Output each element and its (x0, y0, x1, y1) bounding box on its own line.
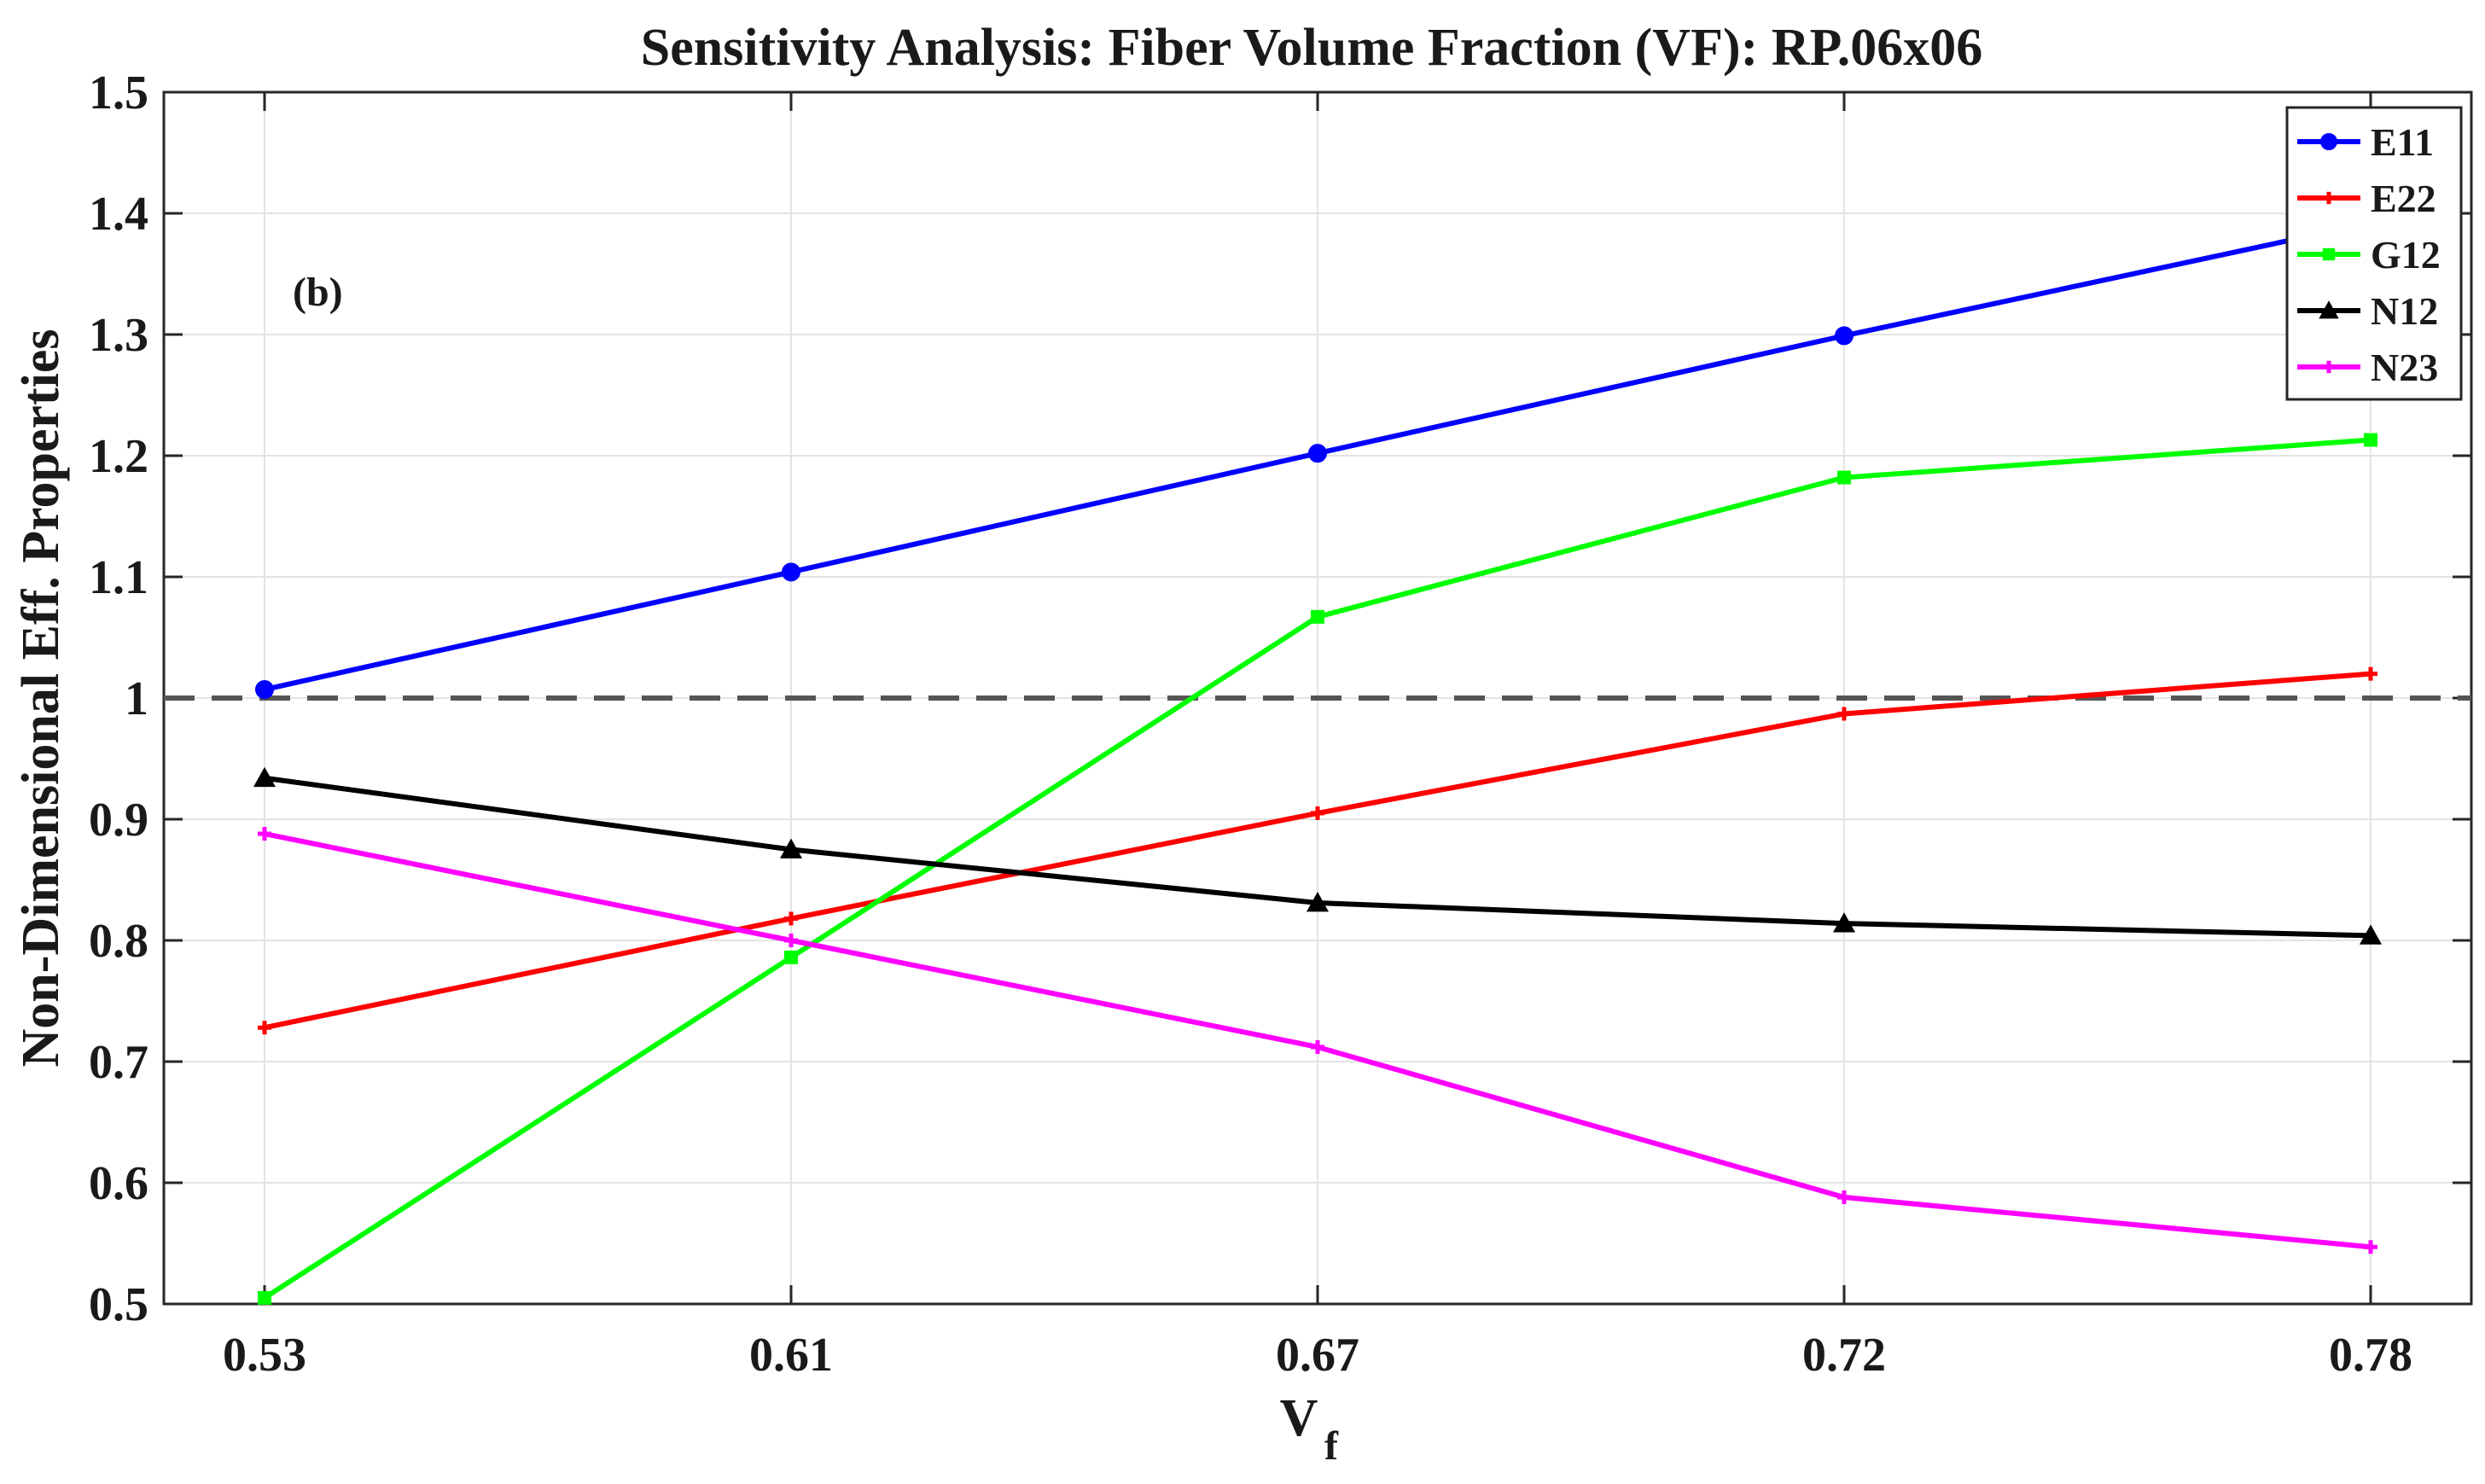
x-tick-label: 0.53 (223, 1329, 306, 1382)
legend-label: N12 (2371, 289, 2438, 333)
series-e22 (258, 666, 2377, 1035)
data-point (2322, 360, 2336, 374)
data-point (2360, 924, 2382, 945)
legend-label: E11 (2371, 120, 2434, 164)
legend-item-n23: N23 (2297, 346, 2438, 389)
data-point (1837, 707, 1851, 721)
legend-item-g12: G12 (2297, 233, 2441, 276)
data-point (1837, 1190, 1851, 1205)
y-tick-label: 0.9 (89, 794, 148, 847)
data-point (1311, 806, 1324, 820)
series-n23 (258, 827, 2377, 1254)
data-point (1307, 891, 1329, 912)
legend-item-e22: E22 (2297, 177, 2436, 220)
legend: E11 E22 G12 N12 N23 (2285, 106, 2463, 401)
data-point (253, 766, 276, 788)
y-tick-label: 0.7 (89, 1036, 148, 1089)
y-tick-label: 0.5 (89, 1278, 148, 1331)
data-point (784, 934, 798, 947)
data-point (1308, 444, 1327, 463)
chart-title: Sensitivity Analysis: Fiber Volume Fract… (641, 19, 1982, 77)
plot-area: 0.5 0.6 0.7 0.8 0.9 1 1.1 1.2 1.3 1.4 1.5 0.53 0.61 0… (89, 67, 2473, 1382)
data-point (784, 911, 798, 926)
data-point (782, 562, 800, 582)
data-point (784, 950, 798, 964)
legend-label: N23 (2371, 346, 2438, 389)
y-tick-label: 1 (125, 672, 148, 725)
y-tick-label: 0.8 (89, 915, 148, 968)
data-point (2364, 433, 2377, 447)
y-tick-label: 1.5 (89, 67, 148, 119)
y-tick-label: 1.4 (89, 188, 148, 241)
y-tick-label: 1.2 (89, 430, 148, 483)
data-point (2322, 191, 2336, 205)
legend-item-n12: N12 (2297, 289, 2438, 333)
x-tick-label: 0.78 (2329, 1329, 2412, 1382)
series-n12 (253, 766, 2382, 945)
x-tick-label: 0.72 (1802, 1329, 1886, 1382)
x-tick-label: 0.67 (1276, 1329, 1359, 1382)
data-point (1837, 470, 1851, 485)
data-point (2364, 666, 2377, 681)
y-tick-label: 1.3 (89, 309, 148, 362)
data-point (2319, 300, 2339, 319)
data-point (258, 1290, 271, 1305)
x-axis-label-subscript: f (1324, 1423, 1339, 1469)
data-point (2320, 133, 2337, 150)
x-tick-label: 0.61 (749, 1329, 833, 1382)
data-point (255, 680, 274, 700)
legend-item-e11: E11 (2297, 120, 2434, 164)
data-point (780, 838, 802, 858)
y-tick-label: 0.6 (89, 1157, 148, 1210)
data-point (1835, 326, 1854, 346)
legend-label: G12 (2371, 233, 2441, 276)
x-axis-label: V f (1280, 1389, 1339, 1469)
data-point (1311, 609, 1324, 624)
data-point (1833, 912, 1855, 933)
panel-annotation: (b) (293, 270, 343, 315)
data-point (1311, 1039, 1324, 1054)
x-axis-label-main: V (1280, 1389, 1318, 1447)
data-point (258, 827, 271, 841)
data-point (2322, 247, 2336, 261)
data-point (258, 1021, 271, 1035)
y-tick-label: 1.1 (89, 551, 148, 604)
series-g12 (258, 433, 2377, 1305)
data-point (2364, 1240, 2377, 1254)
legend-label: E22 (2371, 177, 2436, 220)
y-axis-label: Non-Dimensional Eff. Properties (12, 329, 70, 1067)
